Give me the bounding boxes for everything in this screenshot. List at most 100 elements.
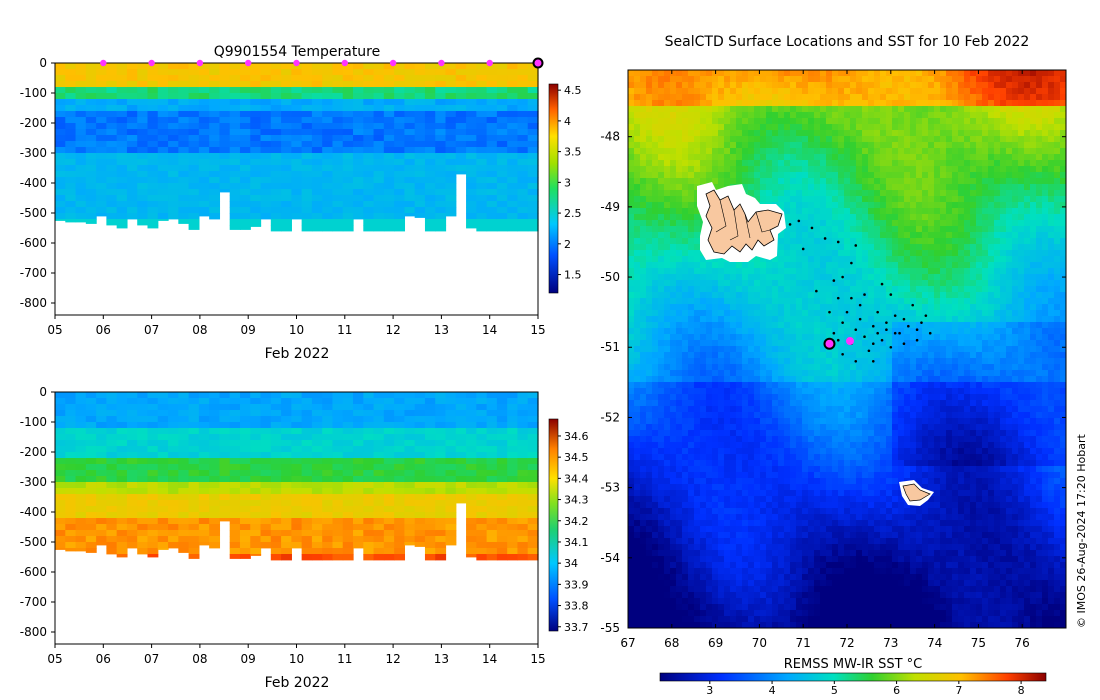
sst-cell <box>952 154 959 161</box>
sst-cell <box>1054 190 1061 197</box>
sst-cell <box>886 244 893 251</box>
sst-cell <box>928 172 935 179</box>
section-cell <box>322 201 334 208</box>
section-cell <box>65 117 77 124</box>
sst-cell <box>1042 148 1049 155</box>
sst-cell <box>802 76 809 83</box>
sst-cell <box>898 106 905 113</box>
sst-cell <box>862 124 869 131</box>
section-cell <box>414 494 426 501</box>
sst-cell <box>844 196 851 203</box>
section-cell <box>250 123 262 130</box>
section-cell <box>75 476 87 483</box>
sst-cell <box>874 94 881 101</box>
section-cell <box>373 219 385 226</box>
section-cell <box>404 129 416 136</box>
section-cell <box>85 482 97 489</box>
y-tick-label: -800 <box>20 296 47 310</box>
section-cell <box>209 536 221 543</box>
section-cell <box>65 404 77 411</box>
sst-cell <box>700 256 707 263</box>
sst-cell <box>1018 100 1025 107</box>
section-cell <box>383 123 395 130</box>
section-cell <box>229 494 241 501</box>
sst-cell <box>682 148 689 155</box>
sst-cell <box>850 118 857 125</box>
section-cell <box>332 464 344 471</box>
sst-cell <box>820 256 827 263</box>
section-cell <box>291 500 303 507</box>
section-cell <box>527 153 539 160</box>
section-cell <box>168 518 179 525</box>
sst-cell <box>928 148 935 155</box>
sst-cell <box>1048 232 1055 239</box>
section-cell <box>219 123 231 130</box>
section-cell <box>106 213 118 220</box>
section-cell <box>106 63 118 70</box>
sst-cell <box>730 166 737 173</box>
sst-cell <box>1030 208 1037 215</box>
section-cell <box>517 458 529 465</box>
section-cell <box>96 452 107 459</box>
sst-cell <box>808 172 815 179</box>
section-cell <box>383 81 395 88</box>
sst-cell <box>640 82 647 89</box>
sst-cell <box>922 220 929 227</box>
section-cell <box>476 225 488 232</box>
sst-cell <box>694 124 701 131</box>
section-cell <box>486 524 498 531</box>
section-cell <box>486 159 498 166</box>
section-cell <box>476 189 488 196</box>
sst-cell <box>850 208 857 215</box>
section-cell <box>507 398 519 405</box>
section-cell <box>168 434 179 441</box>
section-cell <box>157 458 169 465</box>
y-tick-label: -300 <box>20 475 47 489</box>
sst-cell <box>850 88 857 95</box>
section-cell <box>496 207 508 214</box>
sst-cell <box>1018 214 1025 221</box>
sst-cell <box>640 118 647 125</box>
section-cell <box>75 530 87 537</box>
section-cell <box>301 542 313 549</box>
section-cell <box>517 207 529 214</box>
sst-cell <box>1036 106 1043 113</box>
section-cell <box>168 446 179 453</box>
section-cell <box>281 398 292 405</box>
section-cell <box>96 129 107 136</box>
section-cell <box>147 452 159 459</box>
sst-cell <box>916 94 923 101</box>
sst-cell <box>652 124 659 131</box>
section-cell <box>301 207 313 214</box>
section-cell <box>75 135 87 142</box>
x-tick-label: 11 <box>337 323 352 337</box>
section-cell <box>219 147 231 154</box>
section-cell <box>455 75 467 82</box>
sst-cell <box>1000 184 1007 191</box>
section-cell <box>168 482 179 489</box>
section-cell <box>96 458 107 465</box>
section-cell <box>404 512 416 519</box>
section-cell <box>250 554 262 556</box>
section-cell <box>178 75 190 82</box>
section-cell <box>455 171 467 175</box>
sst-cell <box>1000 238 1007 245</box>
section-cell <box>291 530 303 537</box>
sst-cell <box>742 70 749 77</box>
section-cell <box>507 129 519 136</box>
sst-cell <box>1000 142 1007 149</box>
sst-cell <box>784 178 791 185</box>
sst-cell <box>916 220 923 227</box>
sst-cell <box>712 154 719 161</box>
sst-cell <box>994 160 1001 167</box>
section-cell <box>476 488 488 495</box>
section-cell <box>106 135 118 142</box>
section-cell <box>75 171 87 178</box>
sst-cell <box>934 226 941 233</box>
section-cell <box>168 398 179 405</box>
sst-cell <box>1018 148 1025 155</box>
sst-cell <box>790 208 797 215</box>
sst-cell <box>754 88 761 95</box>
sst-cell <box>814 160 821 167</box>
section-cell <box>466 207 477 214</box>
